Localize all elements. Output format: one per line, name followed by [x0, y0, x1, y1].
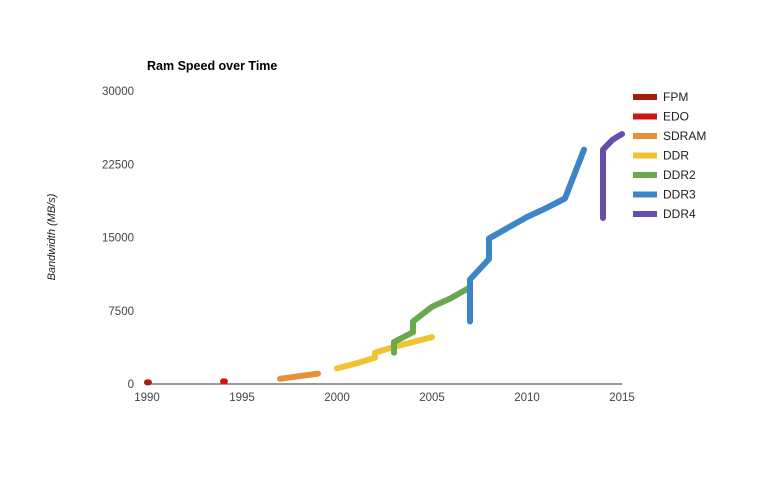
- legend: FPM EDO SDRAM DDR DDR2 DDR3 DDR4: [633, 90, 706, 221]
- y-tick-label: 7500: [108, 306, 134, 318]
- y-tick-label: 22500: [102, 159, 134, 171]
- series-line-ddr4: [600, 131, 625, 221]
- legend-label-sdram: SDRAM: [663, 129, 706, 143]
- x-tick-label: 2000: [324, 392, 350, 404]
- y-axis-ticks: 0 7500 15000 22500 30000: [102, 86, 134, 391]
- x-tick-label: 2015: [609, 392, 635, 404]
- legend-label-fpm: FPM: [663, 90, 688, 104]
- x-tick-label: 2010: [514, 392, 540, 404]
- x-tick-label: 2005: [419, 392, 445, 404]
- series-line-ddr2: [391, 284, 473, 356]
- y-tick-label: 15000: [102, 233, 134, 245]
- y-tick-label: 0: [128, 379, 134, 391]
- x-axis-ticks: 1990 1995 2000 2005 2010 2015: [134, 392, 635, 404]
- legend-label-ddr2: DDR2: [663, 168, 696, 182]
- legend-label-ddr: DDR: [663, 149, 689, 163]
- legend-label-edo: EDO: [663, 110, 689, 124]
- series-line-ddr: [334, 334, 435, 372]
- x-tick-label: 1995: [229, 392, 255, 404]
- y-tick-label: 30000: [102, 86, 134, 98]
- series-line-sdram: [277, 370, 321, 382]
- series-line-ddr3: [467, 146, 587, 325]
- y-axis-label: Bandwidth (MB/s): [46, 193, 58, 280]
- x-tick-label: 1990: [134, 392, 160, 404]
- chart-title: Ram Speed over Time: [147, 59, 277, 73]
- series-layer: [144, 131, 625, 386]
- legend-label-ddr3: DDR3: [663, 188, 696, 202]
- legend-label-ddr4: DDR4: [663, 207, 696, 221]
